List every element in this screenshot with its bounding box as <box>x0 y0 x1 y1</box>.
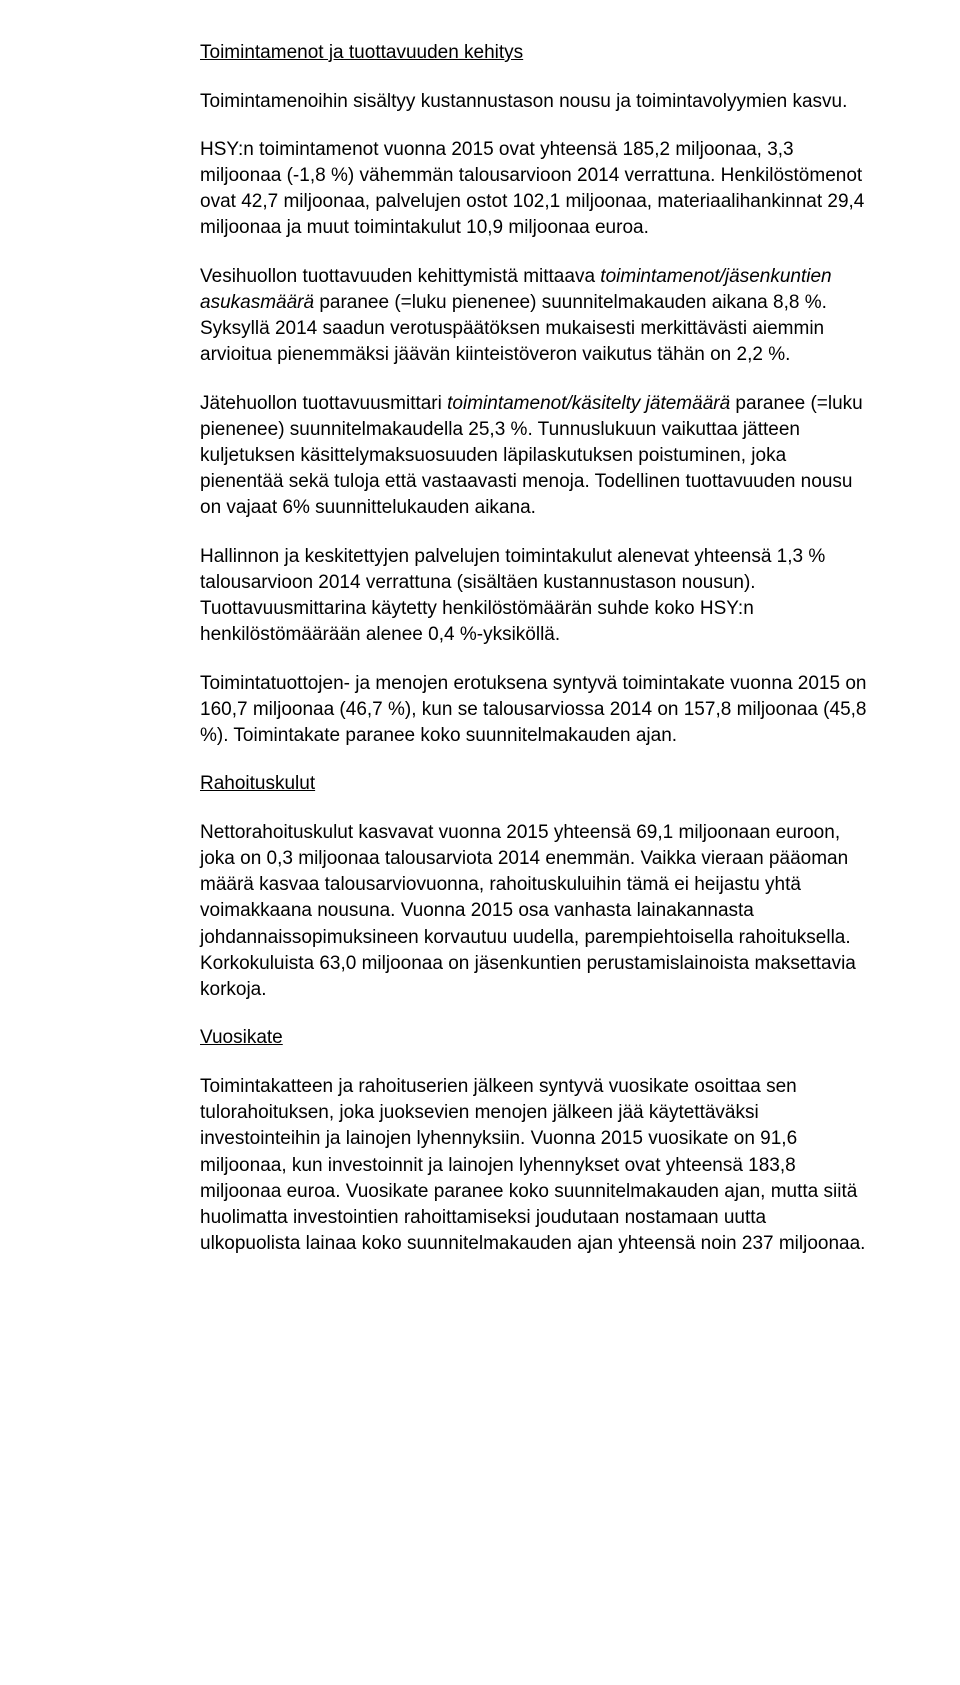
text-run: Jätehuollon tuottavuusmittari <box>200 393 447 414</box>
paragraph: Toimintakatteen ja rahoituserien jälkeen… <box>200 1074 870 1258</box>
paragraph: Toimintamenoihin sisältyy kustannustason… <box>200 89 870 115</box>
paragraph: HSY:n toimintamenot vuonna 2015 ovat yht… <box>200 137 870 242</box>
paragraph: Jätehuollon tuottavuusmittari toimintame… <box>200 391 870 522</box>
heading-toimintamenot: Toimintamenot ja tuottavuuden kehitys <box>200 40 870 67</box>
paragraph: Toimintatuottojen- ja menojen erotuksena… <box>200 671 870 750</box>
paragraph: Hallinnon ja keskitettyjen palvelujen to… <box>200 544 870 649</box>
paragraph: Nettorahoituskulut kasvavat vuonna 2015 … <box>200 820 870 1004</box>
text-run-italic: toimintamenot/käsitelty jätemäärä <box>447 393 730 414</box>
heading-vuosikate: Vuosikate <box>200 1025 870 1052</box>
text-run: Vesihuollon tuottavuuden kehittymistä mi… <box>200 266 600 287</box>
heading-rahoituskulut: Rahoituskulut <box>200 771 870 798</box>
paragraph: Vesihuollon tuottavuuden kehittymistä mi… <box>200 264 870 369</box>
